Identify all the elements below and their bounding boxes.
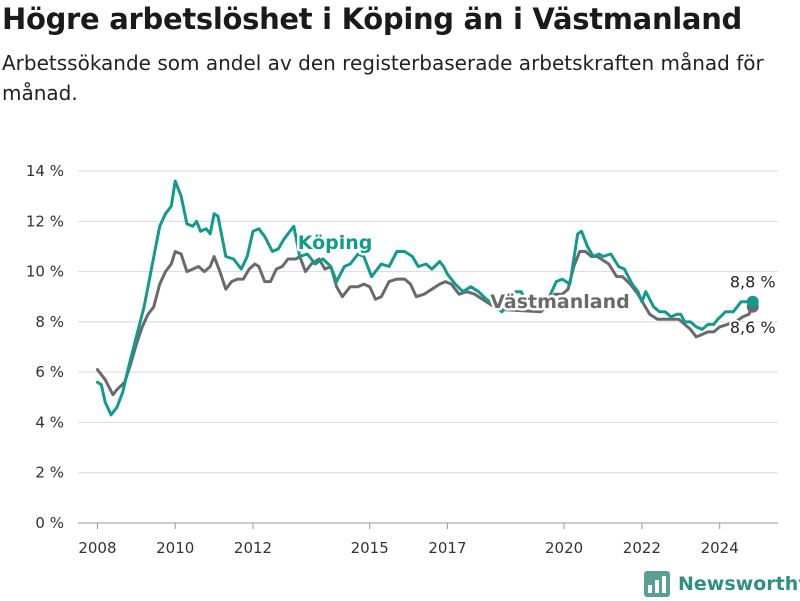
y-tick-label: 8 %	[35, 313, 64, 331]
x-tick-label: 2020	[545, 539, 583, 557]
chart-title: Högre arbetslöshet i Köping än i Västman…	[2, 2, 743, 36]
x-tick-label: 2022	[623, 539, 661, 557]
x-tick-label: 2010	[156, 539, 194, 557]
y-tick-label: 4 %	[35, 413, 64, 431]
series-lines	[95, 179, 759, 417]
x-tick-label: 2012	[234, 539, 272, 557]
series-line-vastmanland	[95, 250, 755, 397]
x-axis-ticks: 2008 2010 2012 2015 2017 2020 2022 2024	[78, 523, 739, 557]
y-tick-label: 12 %	[26, 212, 64, 230]
y-tick-label: 0 %	[35, 514, 64, 532]
x-tick-label: 2008	[78, 539, 116, 557]
y-tick-label: 6 %	[35, 363, 64, 381]
x-tick-label: 2017	[428, 539, 466, 557]
y-tick-label: 14 %	[26, 162, 64, 180]
series-label-vastmanland: Västmanland	[490, 291, 630, 313]
y-axis-ticks: 0 % 2 % 4 % 6 % 8 % 10 % 12 % 14 %	[26, 162, 64, 532]
x-tick-label: 2015	[351, 539, 389, 557]
series-label-koping: Köping	[298, 232, 373, 254]
x-tick-label: 2024	[701, 539, 739, 557]
newsworthy-chart-icon	[644, 571, 670, 597]
end-point-koping	[746, 295, 759, 308]
end-label-vastmanland: 8,6 %	[730, 318, 776, 337]
end-label-koping: 8,8 %	[730, 273, 776, 292]
y-tick-label: 10 %	[26, 263, 64, 281]
y-tick-label: 2 %	[35, 464, 64, 482]
series-labels: Köping Västmanland 8,8 % 8,6 %	[295, 229, 777, 338]
newsworthy-logo: Newsworthy	[644, 568, 800, 600]
series-line-koping	[95, 179, 755, 417]
gridlines	[78, 170, 778, 524]
brand-name: Newsworthy	[678, 573, 800, 595]
chart-subtitle: Arbetssökande som andel av den registerb…	[2, 51, 764, 105]
